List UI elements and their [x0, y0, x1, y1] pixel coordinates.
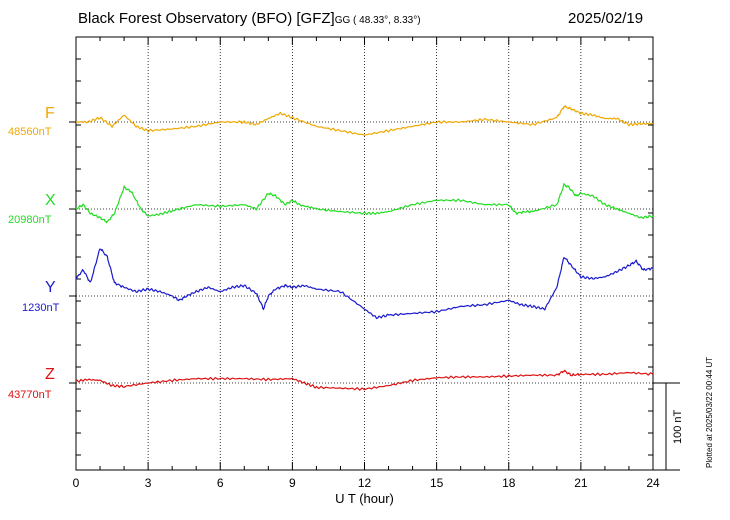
x-tick-label: 0: [73, 476, 80, 490]
baseline-label-x: 20980nT: [8, 214, 52, 226]
x-tick-label: 3: [145, 476, 152, 490]
x-axis-label: U T (hour): [335, 491, 394, 506]
channel-label-z: Z: [45, 366, 55, 383]
x-tick-label: 21: [574, 476, 588, 490]
baseline-label-y: 1230nT: [22, 302, 60, 314]
plotted-timestamp: Plotted at 2025/03/22 00:44 UT: [705, 356, 714, 468]
series-line-x: [75, 183, 654, 224]
series-line-f: [75, 105, 654, 136]
channel-label-x: X: [45, 192, 56, 209]
channel-label-y: Y: [45, 279, 56, 296]
title-coordinates: GG ( 48.33°, 8.33°): [334, 15, 421, 26]
series-line-z: [75, 369, 654, 391]
x-tick-label: 15: [430, 476, 444, 490]
chart-date: 2025/02/19: [568, 10, 644, 27]
channel-label-f: F: [45, 105, 55, 122]
x-tick-label: 24: [646, 476, 660, 490]
x-tick-label: 9: [289, 476, 296, 490]
chart-title: Black Forest Observatory (BFO) [GFZ]GG (…: [78, 10, 421, 27]
baseline-label-z: 43770nT: [8, 389, 52, 401]
x-tick-label: 6: [217, 476, 224, 490]
x-tick-label: 12: [358, 476, 372, 490]
x-tick-label: 18: [502, 476, 516, 490]
scale-bar-label: 100 nT: [672, 409, 684, 444]
series-line-y: [75, 248, 654, 320]
title-main: Black Forest Observatory (BFO) [GFZ]: [78, 10, 335, 27]
baseline-label-f: 48560nT: [8, 126, 52, 138]
